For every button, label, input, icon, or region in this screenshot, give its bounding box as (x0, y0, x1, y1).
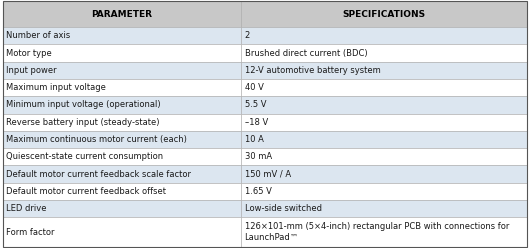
Text: 2: 2 (244, 31, 250, 40)
Bar (3, 200, 241, 217)
Bar (3, 79, 241, 96)
Text: Default motor current feedback scale factor: Default motor current feedback scale fac… (6, 170, 191, 179)
Bar (241, 217, 527, 247)
Bar (3, 27, 241, 44)
Text: 12-V automotive battery system: 12-V automotive battery system (244, 66, 381, 75)
Bar (241, 79, 527, 96)
Text: Minimum input voltage (operational): Minimum input voltage (operational) (6, 100, 161, 109)
Text: Brushed direct current (BDC): Brushed direct current (BDC) (244, 49, 367, 58)
Text: SPECIFICATIONS: SPECIFICATIONS (343, 10, 426, 19)
Bar (3, 217, 241, 247)
Text: 10 A: 10 A (244, 135, 263, 144)
Text: 150 mV / A: 150 mV / A (244, 170, 290, 179)
Text: 40 V: 40 V (244, 83, 263, 92)
Text: LED drive: LED drive (6, 204, 46, 213)
Text: –18 V: –18 V (244, 118, 268, 127)
Bar (241, 183, 527, 200)
Bar (241, 44, 527, 62)
Text: 126×101-mm (5×4-inch) rectangular PCB with connections for
LaunchPad™: 126×101-mm (5×4-inch) rectangular PCB wi… (244, 222, 509, 242)
Bar (3, 1, 241, 27)
Bar (241, 1, 527, 27)
Text: 5.5 V: 5.5 V (244, 100, 266, 109)
Bar (3, 131, 241, 148)
Bar (3, 165, 241, 183)
Text: Default motor current feedback offset: Default motor current feedback offset (6, 187, 166, 196)
Bar (241, 62, 527, 79)
Text: Form factor: Form factor (6, 228, 55, 237)
Bar (241, 148, 527, 165)
Bar (241, 114, 527, 131)
Text: Input power: Input power (6, 66, 57, 75)
Bar (3, 62, 241, 79)
Text: Maximum continuous motor current (each): Maximum continuous motor current (each) (6, 135, 187, 144)
Text: Number of axis: Number of axis (6, 31, 70, 40)
Bar (3, 96, 241, 114)
Text: 1.65 V: 1.65 V (244, 187, 271, 196)
Bar (241, 27, 527, 44)
Bar (3, 114, 241, 131)
Bar (3, 148, 241, 165)
Text: Motor type: Motor type (6, 49, 51, 58)
Bar (241, 165, 527, 183)
Bar (3, 44, 241, 62)
Text: 30 mA: 30 mA (244, 152, 272, 161)
Bar (241, 200, 527, 217)
Text: Low-side switched: Low-side switched (244, 204, 322, 213)
Bar (241, 131, 527, 148)
Bar (241, 96, 527, 114)
Bar (3, 183, 241, 200)
Text: PARAMETER: PARAMETER (92, 10, 153, 19)
Text: Quiescent-state current consumption: Quiescent-state current consumption (6, 152, 163, 161)
Text: Maximum input voltage: Maximum input voltage (6, 83, 105, 92)
Text: Reverse battery input (steady-state): Reverse battery input (steady-state) (6, 118, 160, 127)
